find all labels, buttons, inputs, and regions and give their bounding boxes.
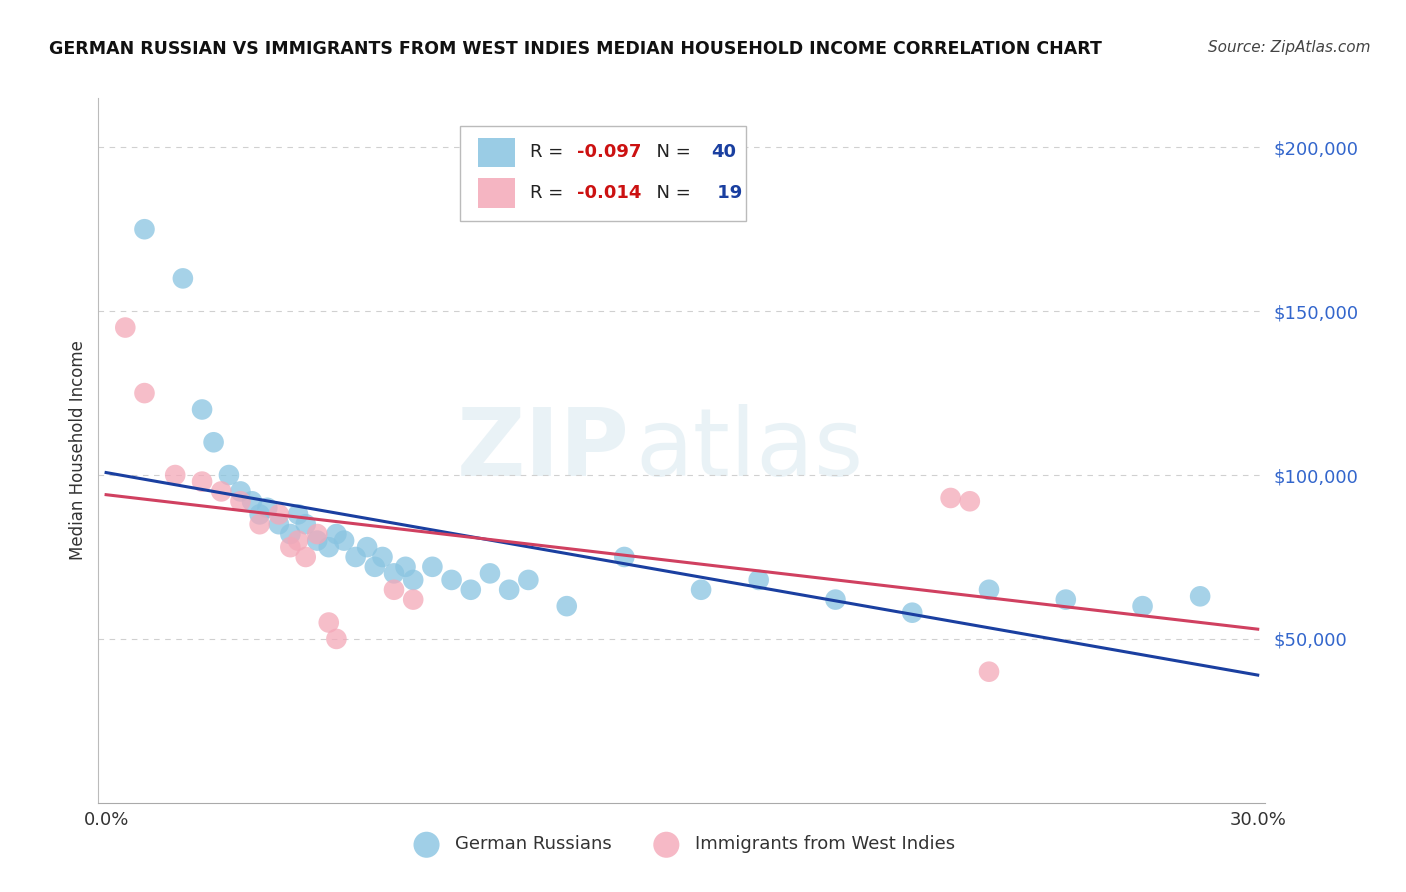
Point xyxy=(307,533,329,548)
Text: R =: R = xyxy=(530,185,569,202)
Point xyxy=(364,559,387,574)
Point xyxy=(333,533,356,548)
Point xyxy=(1054,592,1077,607)
Point xyxy=(280,527,302,541)
Point xyxy=(371,549,394,564)
Point xyxy=(382,566,405,581)
Point xyxy=(1189,590,1212,604)
Point xyxy=(256,500,278,515)
Point xyxy=(172,271,194,285)
Point xyxy=(202,435,225,450)
Point xyxy=(280,540,302,554)
Point xyxy=(555,599,578,614)
Text: Source: ZipAtlas.com: Source: ZipAtlas.com xyxy=(1208,40,1371,55)
Point xyxy=(394,559,416,574)
Point xyxy=(517,573,540,587)
Text: N =: N = xyxy=(644,144,696,161)
Point xyxy=(114,320,136,334)
Point xyxy=(422,559,444,574)
FancyBboxPatch shape xyxy=(460,127,747,221)
Point xyxy=(294,549,316,564)
Point xyxy=(209,484,232,499)
Point xyxy=(249,508,271,522)
Point xyxy=(478,566,501,581)
Point xyxy=(307,527,329,541)
Point xyxy=(229,494,252,508)
Point xyxy=(977,582,1000,597)
Legend: German Russians, Immigrants from West Indies: German Russians, Immigrants from West In… xyxy=(401,829,963,861)
Point xyxy=(460,582,482,597)
Point xyxy=(356,540,378,554)
Point xyxy=(240,494,263,508)
Text: N =: N = xyxy=(644,185,696,202)
Point xyxy=(382,582,405,597)
Point xyxy=(287,508,309,522)
Text: 19: 19 xyxy=(711,185,742,202)
Point xyxy=(344,549,367,564)
Point xyxy=(939,491,962,505)
Point xyxy=(191,402,214,417)
Point xyxy=(1132,599,1154,614)
Point xyxy=(325,527,347,541)
Point xyxy=(901,606,924,620)
Point xyxy=(191,475,214,489)
Point xyxy=(402,592,425,607)
Point xyxy=(824,592,846,607)
Point xyxy=(318,540,340,554)
Point xyxy=(267,508,290,522)
Text: ZIP: ZIP xyxy=(457,404,630,497)
Text: R =: R = xyxy=(530,144,569,161)
FancyBboxPatch shape xyxy=(478,137,515,167)
Point xyxy=(249,517,271,532)
Point xyxy=(165,468,187,483)
Text: -0.014: -0.014 xyxy=(576,185,641,202)
Point xyxy=(690,582,713,597)
Point xyxy=(440,573,463,587)
Point xyxy=(134,222,156,236)
Text: atlas: atlas xyxy=(636,404,863,497)
Point xyxy=(959,494,981,508)
Point xyxy=(318,615,340,630)
Text: GERMAN RUSSIAN VS IMMIGRANTS FROM WEST INDIES MEDIAN HOUSEHOLD INCOME CORRELATIO: GERMAN RUSSIAN VS IMMIGRANTS FROM WEST I… xyxy=(49,40,1102,58)
Point xyxy=(267,517,290,532)
Point xyxy=(229,484,252,499)
Point xyxy=(325,632,347,646)
Point xyxy=(613,549,636,564)
Text: -0.097: -0.097 xyxy=(576,144,641,161)
Point xyxy=(218,468,240,483)
Point xyxy=(498,582,520,597)
Point xyxy=(134,386,156,401)
Point xyxy=(294,517,316,532)
Point xyxy=(977,665,1000,679)
Y-axis label: Median Household Income: Median Household Income xyxy=(69,341,87,560)
Point xyxy=(287,533,309,548)
FancyBboxPatch shape xyxy=(478,178,515,208)
Point xyxy=(402,573,425,587)
Text: 40: 40 xyxy=(711,144,737,161)
Point xyxy=(748,573,770,587)
